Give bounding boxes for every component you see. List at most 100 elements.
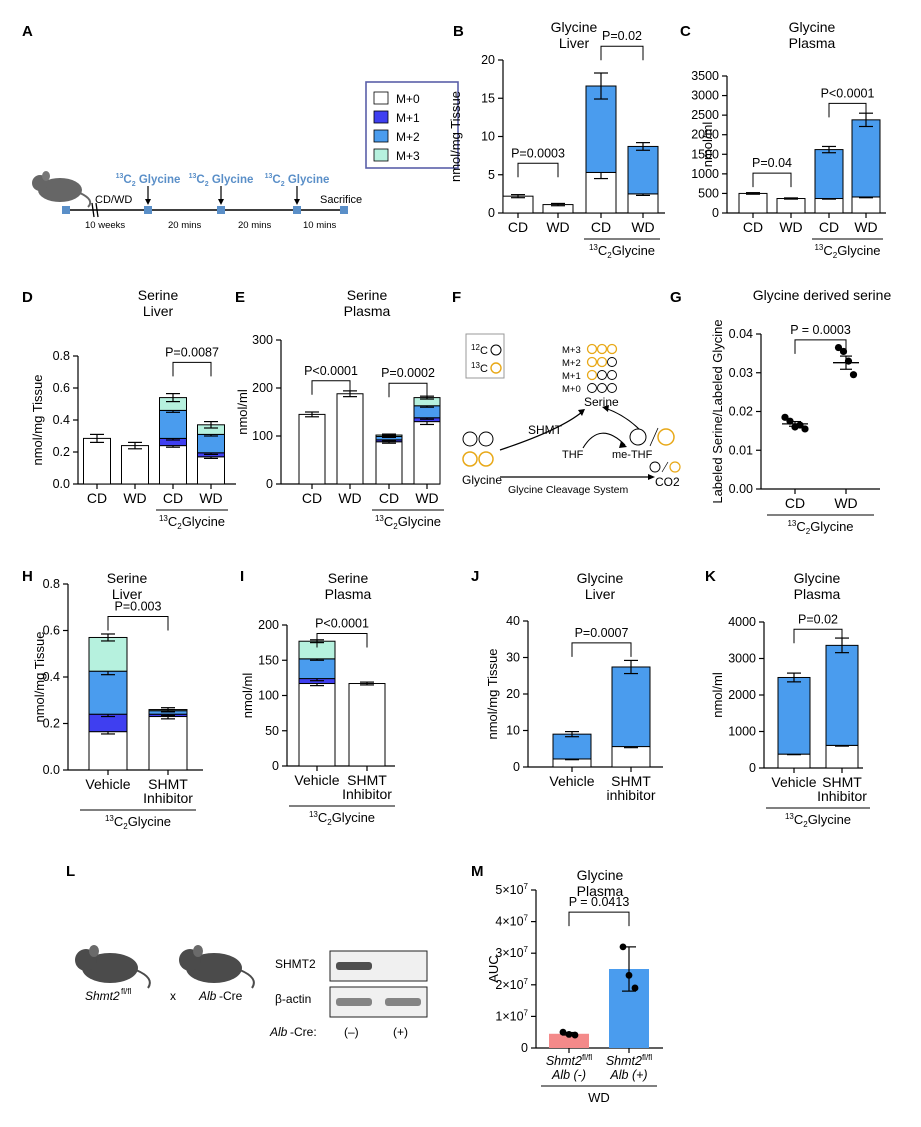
panel-label: D [22,289,33,306]
significance-bracket [794,339,847,354]
y-tick-label: 0.6 [43,624,60,638]
x-category-label: WD [834,495,857,511]
panel-a: A CD/WD 13C2 Glycine 13C2 Glycine 13C2 Gly… [22,23,459,231]
x-category-label: Alb (-) [551,1068,586,1082]
carbon-12 [597,383,607,393]
bar-m0 [611,746,651,768]
bar-m3 [88,636,128,672]
y-tick-label: 0 [521,1041,528,1055]
legend-label: M+1 [396,111,420,125]
bar-m2 [88,670,128,715]
bar-m0 [298,413,326,485]
interval-label: 20 mins [168,220,202,231]
x-category-label: Inhibitor [143,790,193,806]
glycine-label: Glycine [462,473,502,487]
shmt2-blot-label: SHMT2 [275,957,316,971]
y-tick-label: 500 [698,186,719,200]
y-tick-label: 0.00 [729,482,753,496]
y-tick-label: 4000 [728,615,756,629]
significance-bracket [793,628,843,644]
data-point [625,971,633,979]
x-category-label: CD [819,219,839,235]
y-tick-label: 1000 [728,725,756,739]
y-tick-label: 0 [266,477,273,491]
bar-m2 [552,733,592,760]
y-tick-label: 1×107 [495,1008,528,1023]
data-point [849,371,858,379]
chart-title: Liver [559,35,590,51]
y-tick-label: 2×107 [495,977,528,992]
mass-label: M+0 [562,384,581,395]
alb-label: Alb [198,989,217,1003]
y-axis-label: nmol/mg Tissue [32,631,47,722]
shmt2-flox-label: Shmt2 [85,989,120,1003]
y-tick-label: 1500 [691,147,719,161]
chart-title: Liver [143,303,174,319]
bar-m0 [121,445,149,485]
group-label: 13C2Glycine [309,810,375,827]
y-tick-label: 2500 [691,108,719,122]
y-tick-label: 0 [488,206,495,220]
y-tick-label: 0 [272,759,279,773]
y-tick-label: 5×107 [495,882,528,897]
y-tick-label: 3×107 [495,945,528,960]
p-value-label: P=0.02 [602,29,642,43]
y-tick-label: 0.2 [43,717,60,731]
p-value-label: P<0.0001 [315,616,369,630]
x-category-label: CD [508,219,528,235]
y-axis-label: nmol/ml [700,122,715,168]
x-category-label: CD [379,490,399,506]
chart-title: Serine [328,570,369,586]
legend-label: M+3 [396,149,420,163]
p-value-label: P<0.0001 [304,364,358,378]
p-value-label: P=0.003 [115,600,162,614]
carbon-12 [607,357,617,367]
interval-label: 20 mins [238,220,272,231]
timepoint-marker [293,206,301,214]
blot-band [336,998,372,1006]
y-tick-label: 200 [258,618,279,632]
bar-m2 [197,433,225,454]
y-axis-label: nmol/ml [240,673,255,719]
y-axis-label: Labeled Serine/Labeled Glycine [710,319,725,503]
shmt2-flox-sup: fl/fl [121,987,131,996]
y-tick-label: 1000 [691,167,719,181]
bar-m0 [336,393,364,485]
y-axis-label: nmol/mg Tissue [448,91,463,182]
carbon-13 [606,343,618,355]
chart-title: Glycine [577,867,624,883]
y-tick-label: 0.04 [729,327,753,341]
data-point [834,343,843,352]
sacrifice-label: Sacrifice [320,194,362,206]
y-tick-label: 10 [506,724,520,738]
chart-title: Glycine [789,19,836,35]
carbon-13 [586,356,598,368]
x-category-label: WD [631,219,654,235]
x-category-label: WD [123,490,146,506]
bar-m0 [776,198,806,214]
interval-label: 10 weeks [85,220,125,231]
carbon-12 [607,370,617,380]
bar-m2 [627,145,659,195]
x-category-label: SHMT [148,776,188,792]
significance-bracket [172,361,212,377]
x-category-label: WD [546,219,569,235]
significance-bracket [517,162,559,178]
significance-bracket [600,45,644,61]
bar-m0 [627,193,659,214]
bar-m0 [148,716,188,771]
panel-label-a: A [22,23,33,40]
x-category-label: Shmt2fl/fl [546,1053,593,1068]
alb-cre-row-label2: -Cre: [290,1025,317,1039]
x-category-label: SHMT [822,774,862,790]
legend-swatch [373,129,389,143]
p-value-label: P = 0.0003 [790,323,851,337]
group-label: 13C2Glycine [785,812,851,829]
timepoint-marker [62,206,70,214]
x-category-label: SHMT [347,772,387,788]
shmt-label: SHMT [528,423,563,437]
panel-label: B [453,23,464,40]
